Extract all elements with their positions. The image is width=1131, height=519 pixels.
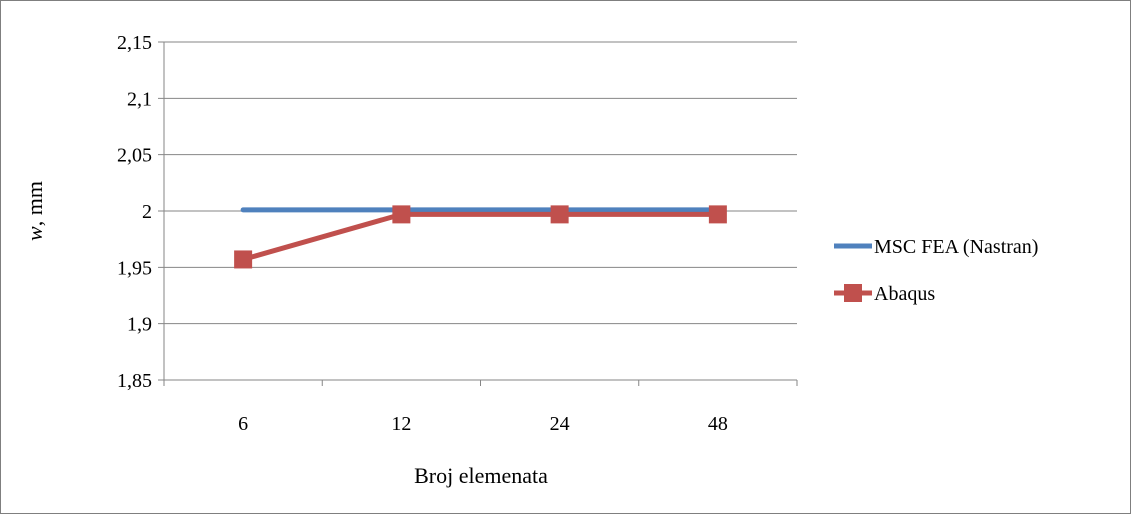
y-tick-label: 1,85 <box>117 370 152 392</box>
y-tick-label: 1,95 <box>117 257 152 279</box>
series-2-marker <box>234 250 253 269</box>
x-tick-label: 24 <box>550 413 570 435</box>
y-tick-label: 2,15 <box>117 32 152 54</box>
axes <box>163 42 798 386</box>
legend-swatch-marker <box>844 284 862 302</box>
legend-label: Abaqus <box>874 283 935 305</box>
x-tick-label: 6 <box>238 413 248 435</box>
x-tick-label: 12 <box>391 413 411 435</box>
y-tick-label: 2,05 <box>117 145 152 167</box>
legend: MSC FEA (Nastran) Abaqus <box>834 236 1038 305</box>
legend-label: MSC FEA (Nastran) <box>874 236 1038 258</box>
series-2-marker <box>708 205 727 224</box>
y-tick-label: 1,9 <box>127 314 152 336</box>
y-axis-title: w, mm <box>22 181 47 241</box>
series-2-marker <box>392 205 411 224</box>
x-axis-title: Broj elemenata <box>414 463 548 488</box>
y-tick-label: 2,1 <box>127 88 152 110</box>
x-tick-label: 48 <box>708 413 728 435</box>
series-2-marker <box>550 205 569 224</box>
series-lines <box>234 205 727 269</box>
series-line-2 <box>240 211 721 262</box>
y-axis-title-unit: , mm <box>22 181 47 226</box>
y-axis-title-variable: w <box>22 226 47 241</box>
y-tick-label: 2 <box>142 201 152 223</box>
tick-labels: 1,85 1,9 1,95 2 2,05 2,1 2,15 6 12 24 48 <box>117 32 728 435</box>
